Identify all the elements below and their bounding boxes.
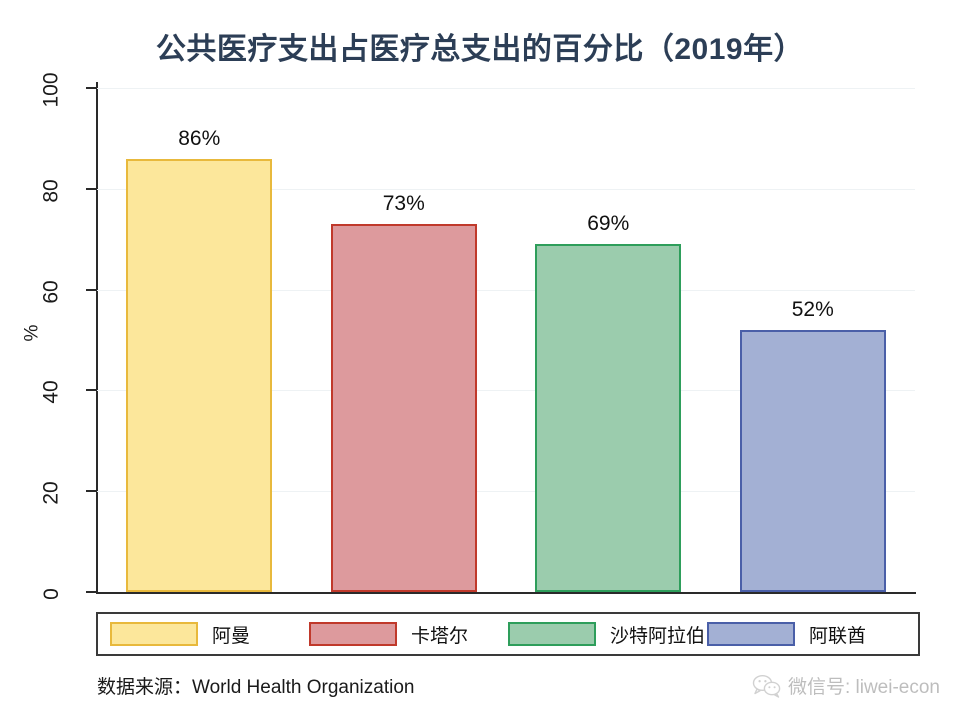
y-tick-label-text: 80 — [39, 179, 63, 203]
legend-swatch — [110, 622, 198, 646]
gridline — [97, 491, 915, 493]
y-tick-mark — [86, 490, 97, 493]
gridline — [97, 88, 915, 89]
chart-title: 公共医疗支出占医疗总支出的百分比（2019年） — [155, 33, 805, 66]
legend-label: 阿联酋 — [809, 625, 867, 647]
y-tick-mark — [86, 591, 97, 593]
y-tick-label-text: 40 — [39, 380, 63, 405]
y-tick-mark — [86, 87, 97, 89]
y-tick-label: 20 — [26, 481, 78, 505]
bar-value-label: 52% — [791, 297, 834, 321]
y-tick-label-text: 0 — [40, 588, 63, 600]
y-tick-label-text: 20 — [39, 481, 63, 505]
watermark: 微信号: liwei-econ — [752, 672, 940, 699]
y-tick-label: 100 — [26, 72, 78, 107]
legend-item[interactable]: 阿联酋 — [707, 621, 906, 648]
bar-value-label: 69% — [587, 212, 630, 236]
y-tick-mark — [86, 187, 97, 190]
legend-item[interactable]: 卡塔尔 — [309, 621, 508, 648]
bar — [126, 158, 273, 592]
gridline — [97, 188, 915, 190]
legend-label: 卡塔尔 — [411, 625, 469, 647]
watermark-text: 微信号: liwei-econ — [787, 677, 940, 698]
y-tick-label-text: 100 — [39, 72, 63, 108]
bar-value-label: 86% — [178, 126, 221, 150]
legend-swatch — [309, 622, 397, 646]
plot-area — [97, 88, 915, 592]
y-axis-title: % — [21, 324, 43, 342]
bar — [330, 224, 477, 592]
legend-item[interactable]: 阿曼 — [110, 621, 309, 648]
bar-value-label: 73% — [382, 192, 425, 216]
legend-label: 沙特阿拉伯 — [610, 625, 706, 647]
wechat-icon — [752, 674, 782, 698]
y-tick-label-text: 60 — [39, 279, 63, 304]
x-axis-line — [96, 592, 916, 594]
source-note: 数据来源：World Health Organization — [97, 677, 415, 698]
bar — [535, 244, 682, 592]
gridline — [97, 289, 915, 291]
bar — [739, 329, 886, 592]
gridline — [97, 390, 915, 392]
legend-item[interactable]: 沙特阿拉伯 — [508, 621, 707, 648]
y-tick-label: 40 — [26, 380, 78, 404]
y-axis-line — [96, 82, 98, 594]
y-tick-label: 60 — [26, 279, 78, 304]
y-tick-label: 0 — [26, 582, 78, 602]
chart-legend: 阿曼 卡塔尔 沙特阿拉伯 阿联酋 — [96, 612, 920, 656]
y-tick-mark — [86, 288, 97, 291]
y-tick-mark — [86, 389, 97, 392]
legend-label: 阿曼 — [212, 625, 251, 647]
y-tick-label: 80 — [26, 179, 78, 203]
legend-swatch — [707, 622, 795, 646]
legend-swatch — [508, 622, 596, 646]
